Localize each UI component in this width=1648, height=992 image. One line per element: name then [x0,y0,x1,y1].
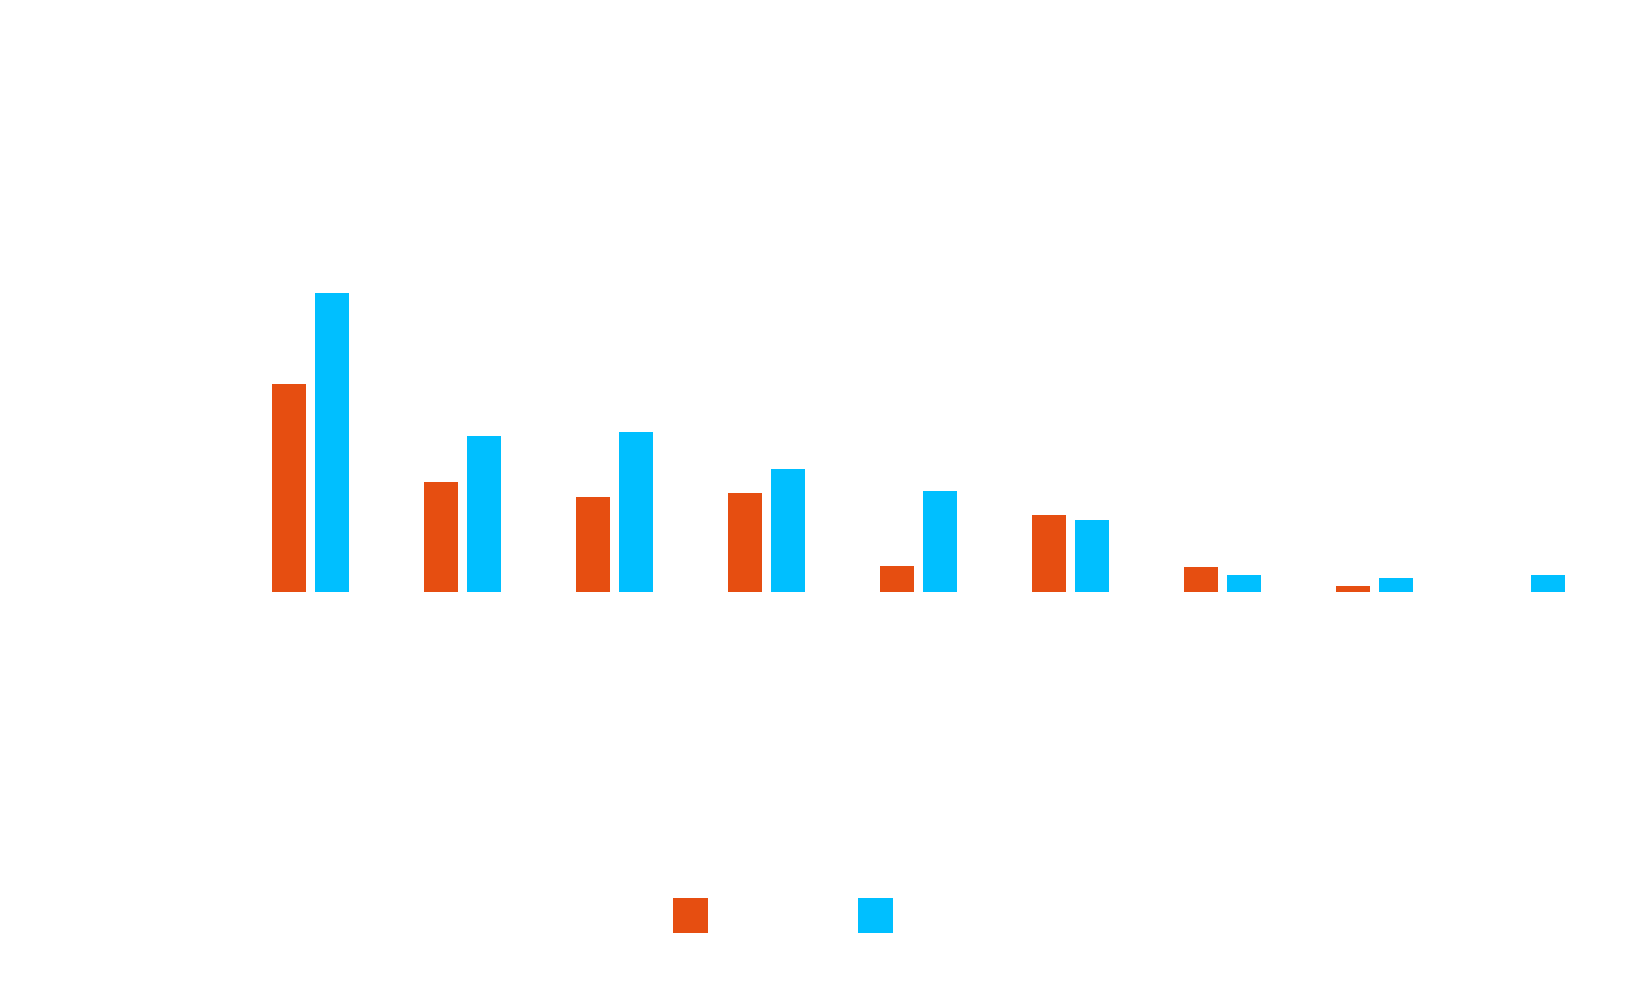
bar-series2-cat2 [467,436,501,592]
bar-series2-cat8 [1379,578,1413,592]
bar-series1-cat7 [1184,567,1218,592]
bar-series2-cat6 [1075,520,1109,592]
bar-series2-cat3 [619,432,653,592]
bar-series1-cat3 [576,497,610,592]
legend-swatch-series2 [858,898,893,933]
bar-series2-cat1 [315,293,349,592]
bar-series1-cat4 [728,493,762,592]
bar-series2-cat7 [1227,575,1261,592]
bar-series2-cat9 [1531,575,1565,592]
bar-series1-cat2 [424,482,458,592]
legend [673,898,893,933]
bar-series2-cat4 [771,469,805,592]
bar-series1-cat1 [272,384,306,592]
bar-series1-cat8 [1336,586,1370,592]
legend-swatch-series1 [673,898,708,933]
bar-series2-cat5 [923,491,957,592]
bar-series1-cat5 [880,566,914,592]
bar-series1-cat6 [1032,515,1066,592]
bars-layer [272,293,1565,592]
